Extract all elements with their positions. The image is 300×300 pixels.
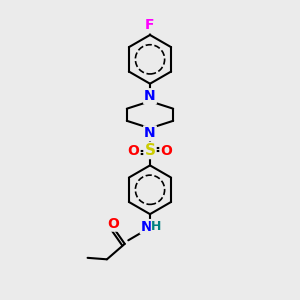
- Text: O: O: [128, 143, 140, 158]
- Text: N: N: [144, 126, 156, 140]
- Text: N: N: [140, 220, 152, 234]
- Text: N: N: [144, 89, 156, 103]
- Text: H: H: [152, 220, 162, 233]
- Text: O: O: [107, 217, 119, 231]
- Text: S: S: [145, 143, 155, 158]
- Text: O: O: [160, 143, 172, 158]
- Text: F: F: [145, 19, 155, 32]
